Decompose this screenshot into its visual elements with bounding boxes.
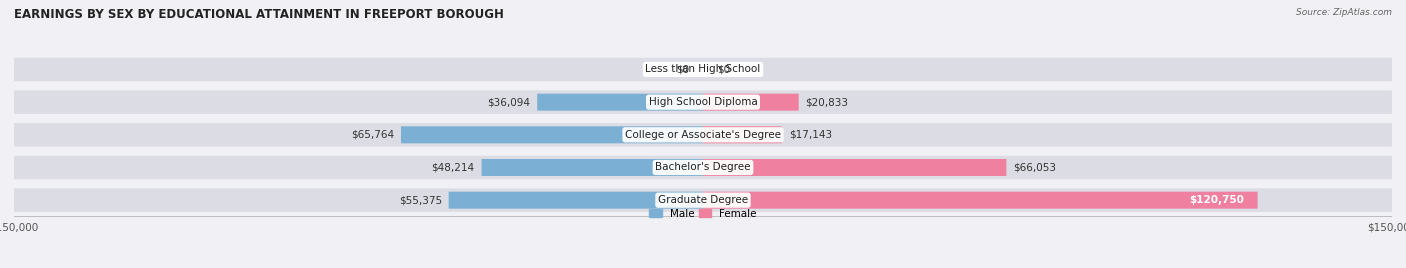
Text: College or Associate's Degree: College or Associate's Degree [626,130,780,140]
Text: $66,053: $66,053 [1014,162,1056,173]
FancyBboxPatch shape [449,192,703,209]
FancyBboxPatch shape [14,58,1392,81]
Text: Less than High School: Less than High School [645,65,761,75]
Text: Graduate Degree: Graduate Degree [658,195,748,205]
FancyBboxPatch shape [401,126,703,143]
FancyBboxPatch shape [482,159,703,176]
Text: $0: $0 [717,65,730,75]
Text: $17,143: $17,143 [789,130,832,140]
Text: EARNINGS BY SEX BY EDUCATIONAL ATTAINMENT IN FREEPORT BOROUGH: EARNINGS BY SEX BY EDUCATIONAL ATTAINMEN… [14,8,503,21]
FancyBboxPatch shape [537,94,703,111]
Text: $65,764: $65,764 [352,130,394,140]
Text: $20,833: $20,833 [806,97,849,107]
FancyBboxPatch shape [703,192,1257,209]
FancyBboxPatch shape [703,159,1007,176]
FancyBboxPatch shape [703,126,782,143]
FancyBboxPatch shape [14,123,1392,147]
FancyBboxPatch shape [14,156,1392,179]
FancyBboxPatch shape [703,94,799,111]
Text: High School Diploma: High School Diploma [648,97,758,107]
Text: $36,094: $36,094 [488,97,530,107]
Text: $48,214: $48,214 [432,162,475,173]
Legend: Male, Female: Male, Female [645,205,761,223]
Text: Bachelor's Degree: Bachelor's Degree [655,162,751,173]
Text: $55,375: $55,375 [399,195,441,205]
Text: $120,750: $120,750 [1189,195,1244,205]
Text: $0: $0 [676,65,689,75]
FancyBboxPatch shape [14,90,1392,114]
FancyBboxPatch shape [14,188,1392,212]
Text: Source: ZipAtlas.com: Source: ZipAtlas.com [1296,8,1392,17]
